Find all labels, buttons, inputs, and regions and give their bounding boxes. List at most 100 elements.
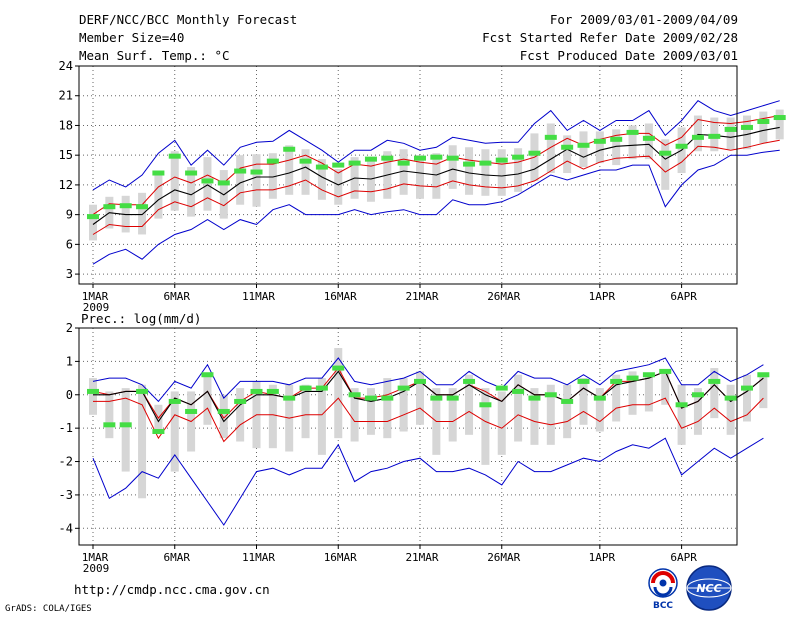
observed-marker	[463, 161, 476, 167]
x-tick-label: 16MAR	[324, 290, 357, 303]
observed-marker	[119, 203, 132, 209]
spread-box	[497, 391, 506, 455]
x-tick-label: 1APR	[589, 290, 616, 303]
spread-box	[399, 149, 408, 195]
observed-marker	[610, 136, 623, 142]
x-tick-label: 6MAR	[164, 290, 191, 303]
spread-box	[138, 192, 147, 235]
spread-box	[268, 153, 277, 199]
x-year-label: 2009	[83, 301, 110, 314]
website-url[interactable]: http://cmdp.ncc.cma.gov.cn	[74, 582, 270, 597]
panel-title: Prec.: log(mm/d)	[81, 311, 201, 326]
plot-frame	[78, 65, 738, 285]
observed-marker	[642, 372, 655, 378]
observed-marker	[479, 402, 492, 408]
bcc-logo: BCC	[648, 568, 678, 611]
observed-marker	[250, 169, 263, 175]
observed-marker	[119, 422, 132, 428]
observed-marker	[724, 126, 737, 132]
observed-marker	[136, 388, 149, 394]
y-tick-label: 3	[66, 267, 73, 281]
lower-bound-line	[92, 139, 780, 235]
observed-marker	[675, 143, 688, 149]
observed-marker	[495, 385, 508, 391]
y-tick-label: -2	[59, 455, 73, 469]
forecast-produced-label: Fcst Produced Date 2009/03/01	[519, 48, 738, 63]
minimum-line	[92, 437, 764, 526]
observed-marker	[103, 422, 116, 428]
spread-box	[481, 388, 490, 465]
observed-marker	[479, 160, 492, 166]
spread-box	[530, 388, 539, 445]
observed-marker	[626, 375, 639, 381]
observed-marker	[348, 160, 361, 166]
observed-marker	[561, 144, 574, 150]
observed-marker	[741, 385, 753, 391]
spread-box	[497, 149, 506, 196]
y-tick-label: 6	[66, 237, 73, 251]
observed-marker	[201, 178, 214, 184]
y-tick-label: -3	[59, 488, 73, 502]
observed-marker	[414, 155, 426, 161]
spread-box	[579, 131, 588, 168]
y-tick-label: 12	[59, 178, 73, 192]
x-tick-label: 16MAR	[324, 551, 357, 564]
spread-box	[743, 374, 751, 422]
y-tick-label: 15	[59, 148, 73, 162]
y-tick-label: 21	[59, 89, 73, 103]
observed-marker	[364, 156, 377, 162]
spread-box	[170, 151, 179, 211]
observed-marker	[446, 395, 459, 401]
observed-marker	[283, 146, 296, 152]
observed-marker	[332, 162, 345, 168]
spread-box	[432, 153, 441, 199]
observed-marker	[364, 395, 377, 401]
spread-box	[268, 384, 277, 449]
spread-box	[219, 394, 228, 439]
observed-marker	[152, 170, 165, 176]
spread-box	[644, 123, 653, 160]
x-tick-label: 1APR	[589, 551, 616, 564]
spread-box	[366, 388, 375, 435]
observed-marker	[185, 408, 198, 414]
spread-box	[187, 167, 196, 217]
observed-marker	[675, 402, 688, 408]
observed-marker	[217, 408, 230, 414]
spread-box	[563, 135, 572, 174]
spread-box	[416, 155, 424, 199]
x-tick-label: 11MAR	[242, 551, 275, 564]
spread-box	[252, 154, 261, 207]
spread-box	[285, 145, 294, 195]
spread-box	[743, 115, 751, 150]
spread-box	[514, 374, 523, 442]
spread-box	[89, 378, 97, 415]
spread-box	[693, 388, 702, 435]
observed-marker	[512, 388, 525, 394]
observed-marker	[87, 388, 99, 394]
observed-marker	[234, 168, 247, 174]
spread-box	[105, 391, 114, 439]
spread-box	[693, 115, 702, 152]
spread-box	[628, 125, 637, 160]
spread-box	[726, 117, 735, 150]
observed-marker	[136, 204, 149, 210]
spread-box	[399, 378, 408, 432]
x-tick-label: 1MAR	[82, 290, 109, 303]
x-year-label: 2009	[83, 562, 110, 575]
spread-box	[661, 139, 670, 190]
observed-marker	[659, 150, 672, 156]
observed-marker	[463, 378, 476, 384]
y-tick-label: 2	[66, 321, 73, 335]
observed-marker	[610, 378, 623, 384]
spread-box	[579, 378, 588, 425]
observed-marker	[577, 378, 590, 384]
spread-box	[595, 388, 604, 432]
x-tick-label: 21MAR	[405, 551, 438, 564]
spread-box	[121, 388, 130, 472]
spread-box	[563, 384, 572, 439]
observed-marker	[741, 124, 753, 130]
spread-box	[236, 388, 245, 442]
observed-marker	[168, 398, 181, 404]
spread-box	[661, 371, 670, 405]
